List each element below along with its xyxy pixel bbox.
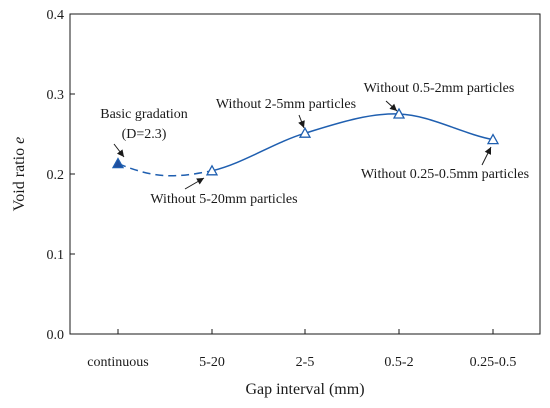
y-tick-label: 0.1 [47, 248, 65, 263]
y-tick-label: 0.0 [47, 328, 65, 343]
arrowhead [298, 120, 305, 128]
arrowhead [389, 103, 397, 111]
x-axis-title: Gap interval (mm) [245, 381, 364, 398]
arrowhead [116, 149, 124, 157]
series-curve [117, 113, 494, 177]
y-tick-label: 0.4 [47, 8, 65, 23]
data-point [111, 157, 125, 169]
data-markers [111, 107, 500, 176]
annotation-label: Without 0.25-0.5mm particles [361, 167, 529, 182]
ticks: 0.0 0.1 0.2 0.3 0.4 continuous 5-20 2-5 0.5-2 0.2… [47, 8, 517, 370]
x-tick-label: 2-5 [296, 355, 315, 370]
annotation-label: Without 0.5-2mm particles [364, 81, 515, 96]
annotation-label: Without 5-20mm particles [150, 192, 297, 207]
data-point [486, 133, 500, 145]
annotation-label: Basic gradation [100, 107, 187, 122]
annotation-label: Without 2-5mm particles [216, 97, 356, 112]
data-point [205, 164, 219, 176]
solid-curve [211, 113, 494, 172]
annotation-label: (D=2.3) [122, 127, 167, 142]
x-tick-label: 5-20 [199, 355, 225, 370]
data-point [392, 107, 406, 119]
y-tick-label: 0.2 [47, 168, 65, 183]
annotations: Basic gradation (D=2.3) Without 5-20mm par… [100, 81, 529, 207]
dashed-segment [117, 162, 213, 177]
arrowhead [196, 178, 204, 185]
x-tick-label: continuous [87, 355, 148, 370]
y-axis-title: Void ratio e [11, 137, 28, 211]
y-axis-title-text: Void ratio [11, 144, 28, 211]
x-tick-label: 0.5-2 [384, 355, 413, 370]
arrowhead [484, 147, 491, 155]
x-tick-label: 0.25-0.5 [470, 355, 517, 370]
y-tick-label: 0.3 [47, 88, 65, 103]
y-axis-title-symbol: e [11, 137, 28, 144]
data-point [298, 126, 312, 138]
